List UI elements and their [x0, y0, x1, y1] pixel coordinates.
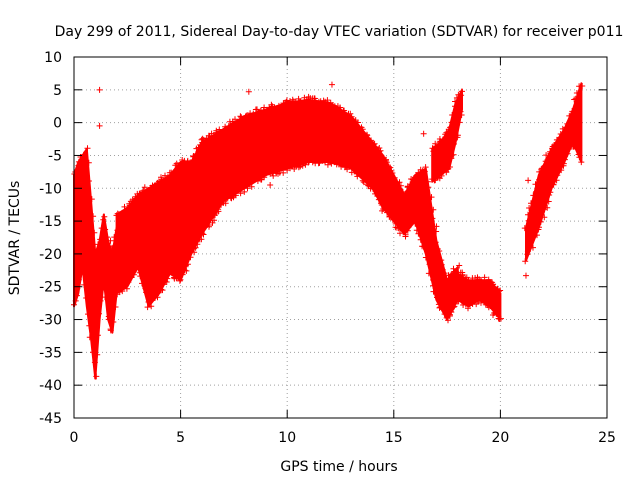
- outlier-point: [525, 177, 532, 184]
- x-tick-label: 20: [491, 430, 509, 446]
- outlier-point: [522, 272, 529, 279]
- band-edge-markers: [198, 93, 377, 238]
- chart-title: Day 299 of 2011, Sidereal Day-to-day VTE…: [55, 24, 624, 40]
- y-tick-label: -25: [39, 280, 62, 296]
- outlier-point: [96, 86, 103, 93]
- outlier-point: [96, 122, 103, 129]
- x-tick-label: 0: [70, 430, 79, 446]
- x-tick-label: 10: [278, 430, 296, 446]
- axis-ticks: 10 5 0 -5 -10 -15 -20 -25 -30 -35 -40 -45 0 5 10 15 20 25: [39, 50, 616, 446]
- y-tick-label: -15: [39, 214, 62, 230]
- y-tick-label: -30: [39, 313, 62, 329]
- band-edge-markers: [112, 136, 206, 311]
- x-tick-label: 15: [385, 430, 403, 446]
- y-tick-label: -10: [39, 181, 62, 197]
- band-edge-markers: [444, 269, 504, 324]
- x-tick-label: 25: [598, 430, 616, 446]
- y-tick-label: 0: [53, 116, 62, 132]
- y-tick-label: -20: [39, 247, 62, 263]
- y-tick-label: -40: [39, 378, 62, 394]
- y-tick-label: 5: [53, 83, 62, 99]
- x-axis-title: GPS time / hours: [280, 459, 397, 475]
- outlier-point: [173, 273, 180, 280]
- outlier-point: [433, 223, 440, 230]
- data-points: [71, 81, 586, 380]
- outlier-point: [420, 130, 427, 137]
- plot-frame: [73, 56, 608, 419]
- y-tick-label: -35: [39, 345, 62, 361]
- y-tick-label: 10: [44, 50, 62, 66]
- y-tick-label: -45: [39, 411, 62, 427]
- x-tick-label: 5: [176, 430, 185, 446]
- outlier-point: [328, 81, 335, 88]
- outlier-point: [267, 181, 274, 188]
- outlier-point: [245, 88, 252, 95]
- y-axis-title: SDTVAR / TECUs: [7, 181, 23, 296]
- band-edge-markers: [521, 83, 586, 265]
- y-tick-label: -5: [48, 148, 62, 164]
- band-edge-markers: [429, 88, 465, 184]
